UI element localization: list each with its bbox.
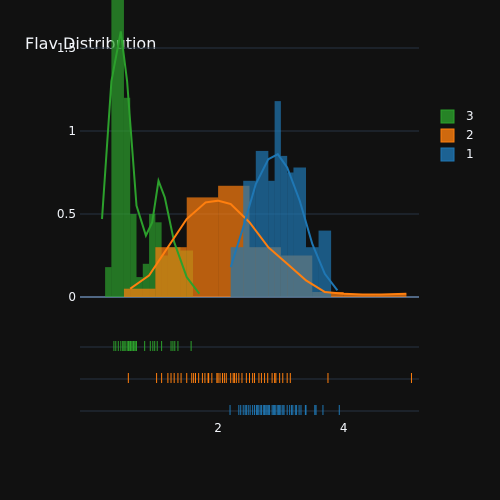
x-tick-label: 2 [214,421,222,435]
histogram-bar-series-3[interactable] [142,263,150,297]
histogram-bar-series-1[interactable] [318,230,332,297]
histogram-bar-series-3[interactable] [105,267,112,297]
legend[interactable]: 3 2 1 [440,109,474,162]
legend-swatch [440,147,455,162]
legend-label: 2 [466,128,474,142]
histogram-bar-series-3[interactable] [123,97,131,297]
legend-item-2[interactable]: 2 [440,128,474,143]
histogram-bar-series-1[interactable] [306,247,319,297]
legend-label: 1 [466,147,474,161]
legend-item-1[interactable]: 1 [440,147,474,162]
histogram-bar-series-3[interactable] [111,0,124,297]
histogram-bar-series-3[interactable] [149,214,156,297]
kde-line-series-2[interactable] [129,199,407,296]
histogram-bar-series-1[interactable] [280,155,288,297]
x-tick-label: 4 [340,421,348,435]
y-tick-label: 0 [68,290,76,304]
y-tick-label: 1 [68,124,76,138]
bars-layer [105,0,407,298]
legend-label: 3 [466,109,474,123]
y-tick-label: 0.5 [57,207,76,221]
axis-layer: 00.511.5224 [57,41,348,435]
histogram-bar-series-2[interactable] [155,247,187,297]
histogram-bar-series-1[interactable] [230,247,244,297]
legend-swatch [440,128,455,143]
legend-item-3[interactable]: 3 [440,109,474,124]
histogram-bar-series-2[interactable] [375,293,407,297]
kde-line-series-3[interactable] [101,31,201,295]
legend-swatch [440,109,455,124]
kde-line-series-1[interactable] [229,152,339,292]
kde-layer [101,31,407,296]
histogram-bar-series-1[interactable] [274,101,281,298]
histogram-bar-series-3[interactable] [136,277,143,297]
y-tick-label: 1.5 [57,41,76,55]
histogram-bar-series-1[interactable] [243,180,256,297]
histogram-bar-series-1[interactable] [287,172,294,298]
histogram-bar-series-1[interactable] [293,167,306,297]
histogram-bar-series-2[interactable] [123,288,156,297]
histogram-bar-series-1[interactable] [255,150,269,297]
histogram-bar-series-1[interactable] [268,180,275,297]
rug-layer [113,341,412,415]
histogram-bar-series-3[interactable] [130,214,137,297]
